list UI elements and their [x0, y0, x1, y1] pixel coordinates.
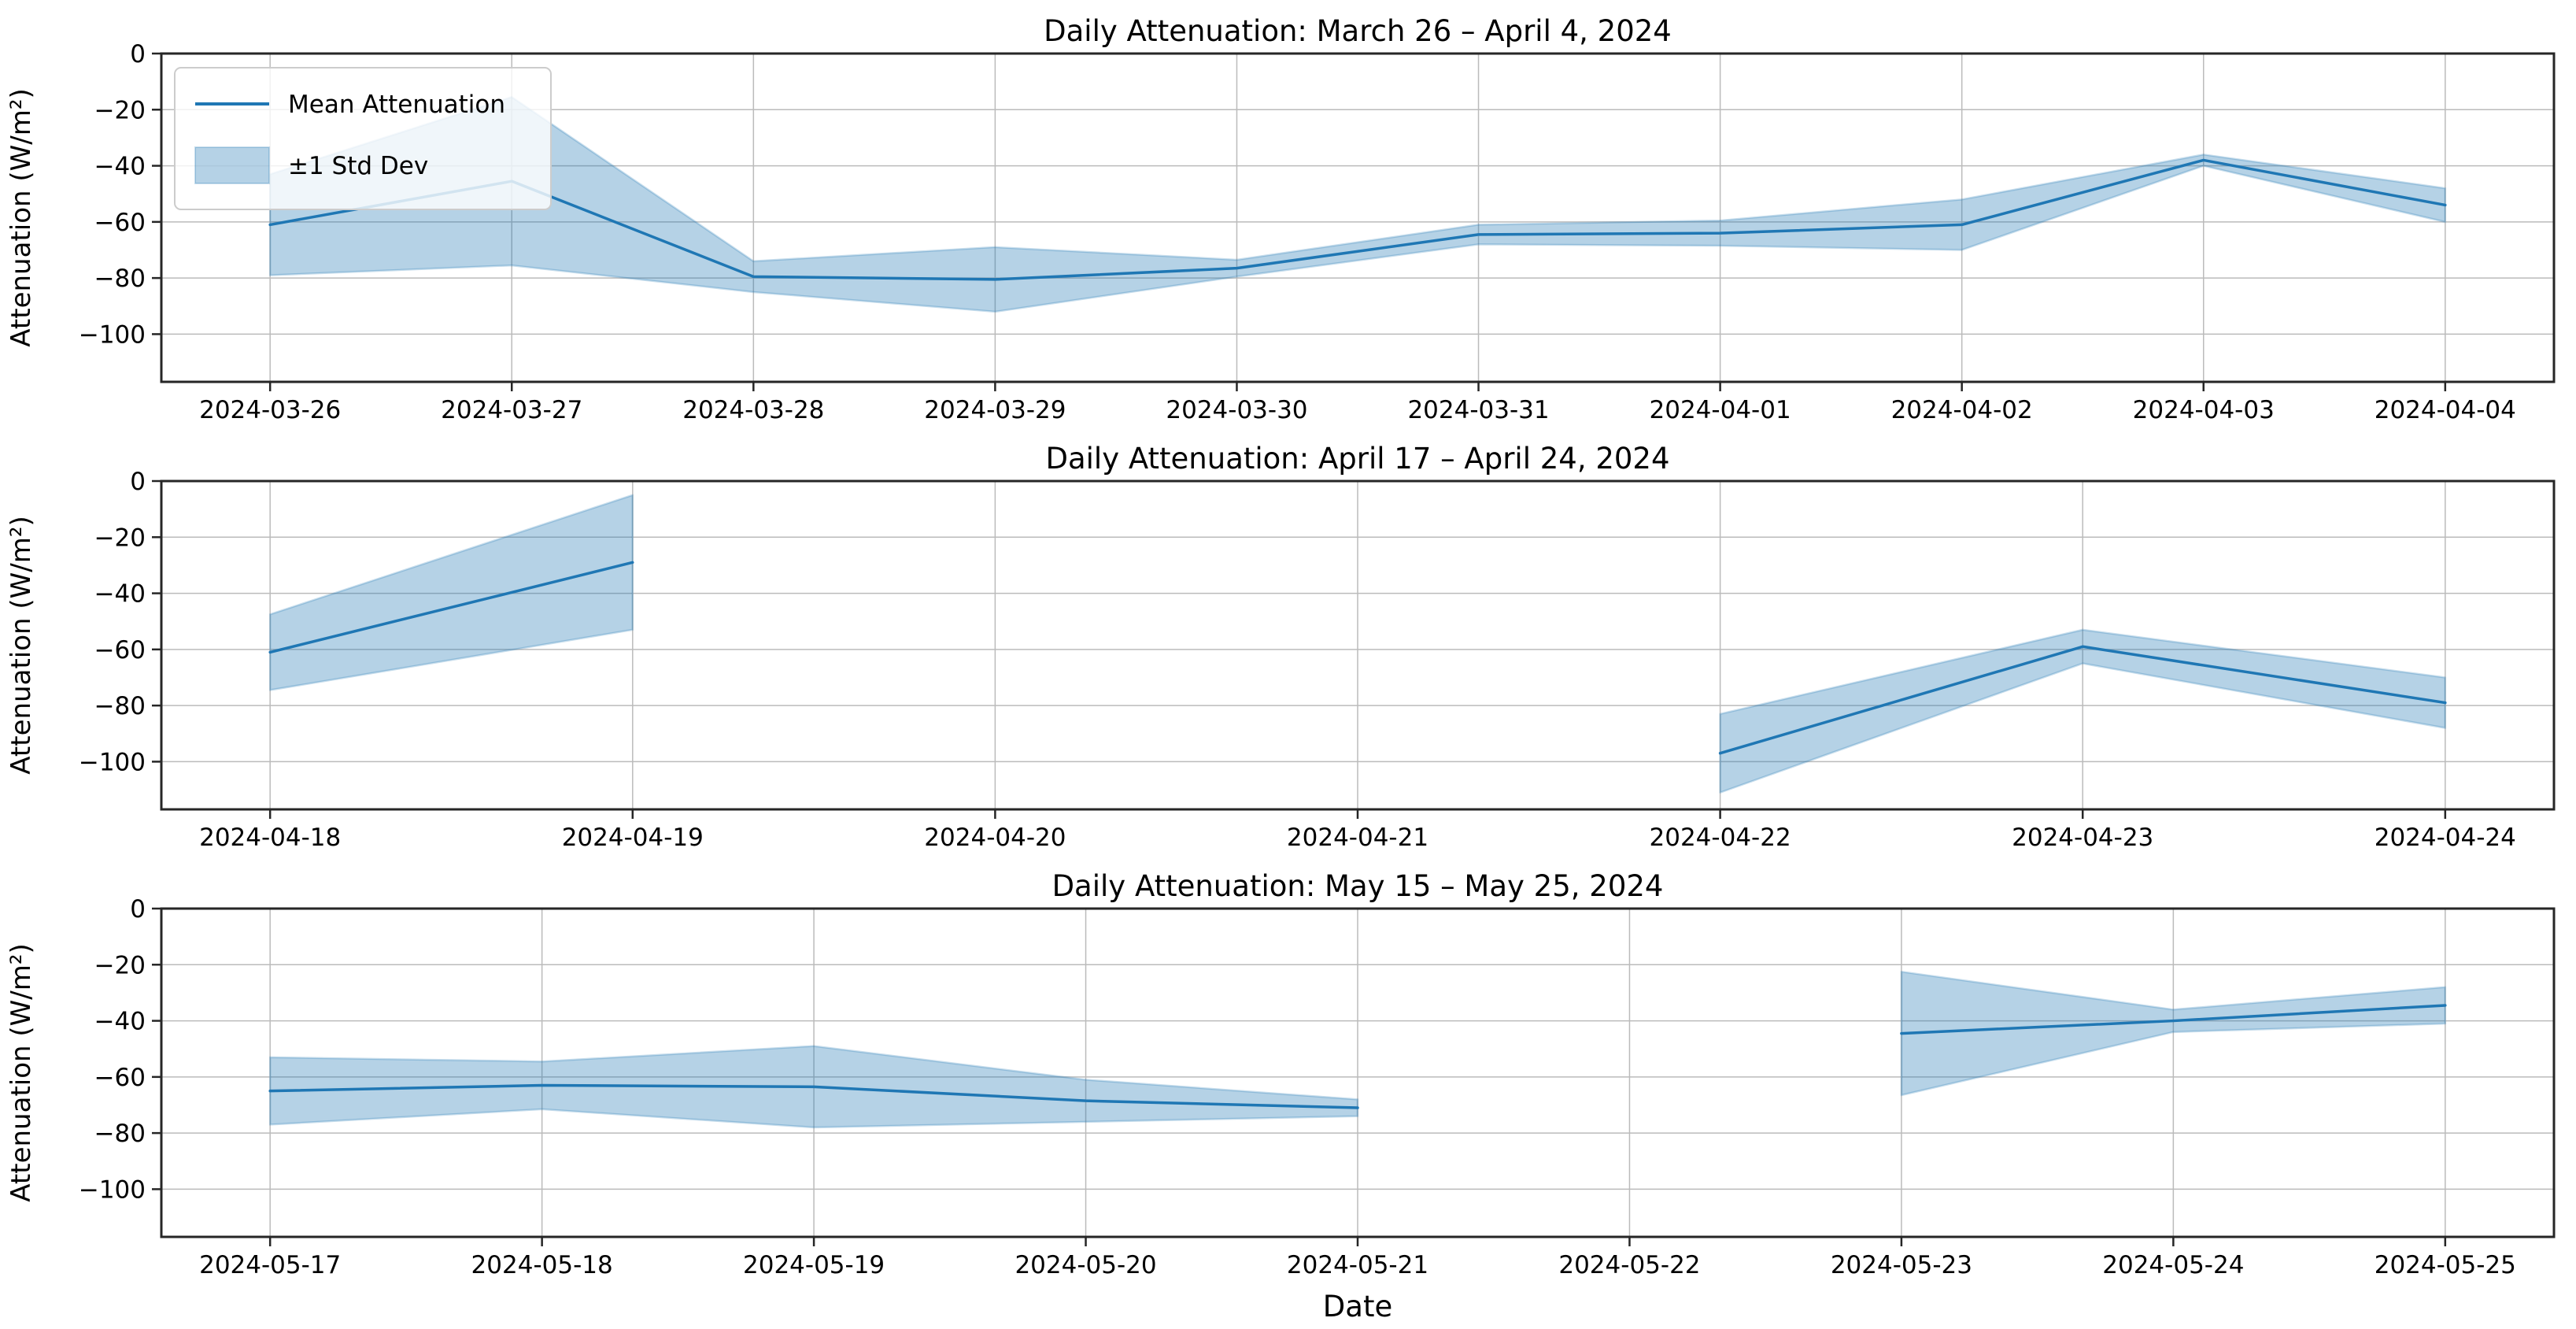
legend-patch-sample [194, 146, 270, 184]
y-tick-label: −20 [94, 524, 146, 552]
subplot-2: 2024-04-18 2024-04-19 2024-04-20 2024-04-21… [6, 442, 2556, 852]
x-tick-label: 2024-04-01 [1650, 396, 1791, 424]
subplot-3: 2024-05-17 2024-05-18 2024-05-19 2024-05-20… [6, 869, 2556, 1279]
std-band-segment [1719, 628, 2447, 794]
subplot-title: Daily Attenuation: April 17 – April 24, … [1045, 442, 1669, 476]
x-tick-label: 2024-04-20 [924, 824, 1066, 852]
x-tick-label: 2024-04-02 [1891, 396, 2033, 424]
x-tick-label: 2024-04-22 [1650, 824, 1791, 852]
mean-line-segment [268, 561, 634, 654]
x-tick-label: 2024-05-21 [1287, 1251, 1428, 1279]
y-tick-label: −20 [94, 96, 146, 124]
x-tick-label: 2024-03-27 [441, 396, 582, 424]
y-tick-label: −100 [79, 320, 146, 349]
y-tick-label: 0 [130, 468, 146, 496]
x-tick-label: 2024-04-04 [2375, 396, 2516, 424]
std-band-segment [268, 95, 2447, 313]
y-tick-label: −80 [94, 265, 146, 293]
x-tick-label: 2024-05-19 [743, 1251, 885, 1279]
x-tick-label: 2024-03-31 [1407, 396, 1549, 424]
subplot-title: Daily Attenuation: March 26 – April 4, 2… [1044, 14, 1672, 48]
x-tick-label: 2024-04-23 [2012, 824, 2153, 852]
x-tick-label: 2024-04-19 [562, 824, 704, 852]
y-tick-label: −100 [79, 1175, 146, 1204]
y-tick-label: −100 [79, 748, 146, 776]
x-tick-label: 2024-05-24 [2102, 1251, 2244, 1279]
y-axis-label: Attenuation (W/m²) [6, 516, 37, 774]
x-tick-label: 2024-05-25 [2375, 1251, 2516, 1279]
x-tick-label: 2024-04-18 [199, 824, 341, 852]
mean-line-segment [268, 158, 2447, 281]
mean-line-segment [1900, 1004, 2447, 1035]
axes-spines [160, 52, 2556, 383]
x-tick-label: 2024-05-18 [471, 1251, 613, 1279]
std-band-segment [1900, 970, 2447, 1097]
legend-box [174, 67, 552, 210]
y-tick-label: −80 [94, 1120, 146, 1148]
y-tick-label: −40 [94, 153, 146, 181]
subplot-title: Daily Attenuation: May 15 – May 25, 2024 [1052, 869, 1664, 903]
y-tick-label: −60 [94, 209, 146, 237]
mean-line-segment [1718, 645, 2447, 755]
y-axis-label: Attenuation (W/m²) [6, 88, 37, 346]
y-tick-label: −40 [94, 580, 146, 609]
y-tick-label: 0 [130, 895, 146, 924]
plot-area [161, 54, 2554, 382]
x-tick-label: 2024-03-30 [1166, 396, 1307, 424]
subplot-1: 2024-03-26 2024-03-27 2024-03-28 2024-03-29… [6, 14, 2556, 424]
x-tick-label: 2024-04-24 [2375, 824, 2516, 852]
legend: Mean Attenuation ±1 Std Dev [174, 67, 552, 210]
x-axis-label: Date [1323, 1290, 1392, 1323]
x-tick-label: 2024-05-22 [1558, 1251, 1700, 1279]
y-tick-label: −60 [94, 1064, 146, 1092]
x-tick-label: 2024-05-17 [199, 1251, 341, 1279]
x-tick-label: 2024-03-29 [924, 396, 1066, 424]
x-tick-label: 2024-03-26 [199, 396, 341, 424]
y-tick-label: 0 [130, 40, 146, 68]
std-band-segment [268, 494, 634, 691]
mean-line-segment [268, 1083, 1359, 1109]
y-tick-label: −40 [94, 1008, 146, 1036]
x-tick-label: 2024-04-21 [1287, 824, 1428, 852]
x-tick-label: 2024-04-03 [2133, 396, 2275, 424]
y-tick-label: −80 [94, 692, 146, 720]
legend-label-mean: Mean Attenuation [288, 91, 505, 119]
x-tick-label: 2024-05-20 [1015, 1251, 1156, 1279]
x-tick-label: 2024-03-28 [682, 396, 824, 424]
y-axis-label: Attenuation (W/m²) [6, 943, 37, 1201]
y-tick-label: −60 [94, 636, 146, 664]
x-tick-label: 2024-05-23 [1831, 1251, 1972, 1279]
legend-label-band: ±1 Std Dev [288, 152, 428, 180]
y-tick-label: −20 [94, 951, 146, 979]
